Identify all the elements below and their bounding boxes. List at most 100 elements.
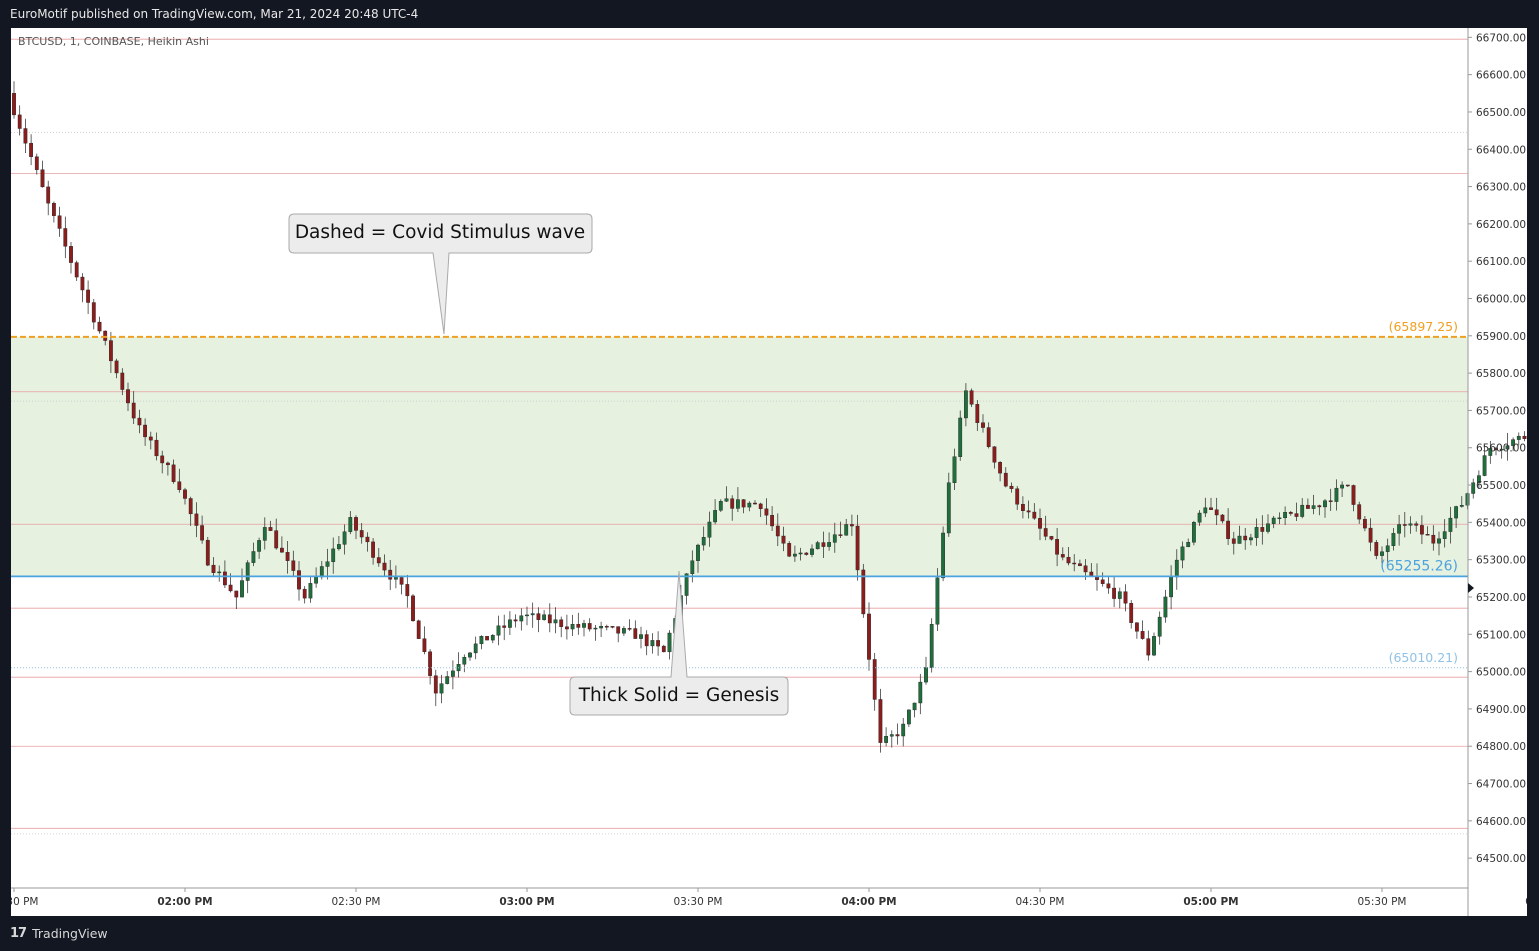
candle (1340, 481, 1345, 497)
candle (1021, 496, 1025, 519)
candle (502, 614, 507, 641)
footer-brand[interactable]: TradingView (32, 926, 108, 941)
candle (445, 671, 450, 685)
candle (416, 619, 421, 639)
candle (964, 383, 968, 427)
candle (200, 515, 204, 544)
candle (285, 540, 290, 574)
candle (832, 522, 837, 553)
candle (1214, 497, 1219, 526)
candle (354, 515, 358, 540)
candle (553, 607, 558, 634)
candle (490, 634, 495, 644)
candle (530, 602, 535, 628)
candle (120, 368, 125, 396)
candle (479, 635, 484, 650)
candle (1106, 576, 1111, 594)
candle (536, 607, 541, 633)
candle (211, 557, 216, 576)
candle (798, 547, 803, 561)
time-tick-label: 04:30 PM (1016, 896, 1065, 908)
price-tick-label: 64900.00 (1476, 704, 1526, 716)
candle (468, 651, 472, 661)
candle (787, 541, 792, 558)
time-tick-label: 01:30 PM (11, 896, 39, 908)
candle (485, 636, 489, 641)
candle (1408, 516, 1413, 534)
annotation-covid-wave: Dashed = Covid Stimulus wave (288, 213, 593, 335)
candle (52, 201, 56, 223)
candle (1134, 622, 1139, 639)
price-tick-label: 65700.00 (1476, 405, 1526, 417)
candle (365, 532, 370, 552)
candle (622, 626, 626, 636)
candle (451, 660, 455, 690)
footer: 17 TradingView (0, 916, 1539, 951)
candle (547, 603, 552, 633)
candle (1112, 576, 1117, 608)
candle (422, 626, 427, 655)
price-tick-label: 66100.00 (1476, 256, 1526, 268)
candle (1380, 546, 1384, 564)
chart-title: BTCUSD, 1, COINBASE, Heikin Ashi (18, 35, 209, 48)
price-tick-label: 65800.00 (1476, 368, 1526, 380)
candle (1055, 528, 1060, 567)
candle (108, 331, 113, 373)
candle (262, 517, 267, 550)
time-tick-label: 03:30 PM (674, 896, 723, 908)
candle (1203, 497, 1208, 518)
price-tick-label: 65900.00 (1476, 331, 1526, 343)
candle (827, 532, 832, 551)
candle (1260, 515, 1265, 545)
candle (644, 630, 649, 656)
candle (1032, 503, 1037, 520)
candle (268, 520, 273, 532)
price-tick-label: 66700.00 (1476, 32, 1526, 44)
candle (758, 502, 763, 518)
candle (1243, 527, 1248, 550)
candle (844, 518, 849, 536)
candle (251, 542, 256, 567)
level-label: (65897.25) (1389, 319, 1458, 334)
price-chart[interactable]: (65897.25)(65255.26)(65010.21) 66700.006… (11, 28, 1527, 916)
candle (713, 499, 718, 525)
candle (633, 620, 638, 639)
time-axis[interactable]: 01:30 PM 02:00 PM 02:30 PM 03:00 PM 03:30 PM… (11, 888, 1527, 908)
candle (1123, 584, 1128, 612)
range-zone (11, 336, 1468, 577)
candle (559, 616, 564, 638)
candle (1231, 531, 1236, 555)
candle (604, 624, 609, 631)
candle (165, 461, 170, 476)
price-tick-label: 66500.00 (1476, 107, 1526, 119)
candle (17, 105, 22, 136)
candle (80, 273, 85, 303)
price-tick-label: 66000.00 (1476, 293, 1526, 305)
candle (736, 487, 740, 513)
candle (57, 206, 62, 237)
candle (371, 537, 375, 565)
candle (661, 644, 666, 653)
candle (1266, 514, 1270, 534)
candle (1488, 440, 1493, 464)
candle (656, 631, 661, 656)
candle (855, 514, 860, 581)
candle (496, 615, 501, 646)
candle (969, 388, 974, 408)
candle (222, 560, 227, 589)
candle (610, 626, 615, 629)
candle (160, 450, 165, 474)
candle (650, 633, 655, 654)
price-axis[interactable]: 66700.00 66600.00 66500.00 66400.00 66300.00… (1468, 32, 1526, 865)
candle (1026, 500, 1031, 519)
candle (508, 611, 512, 636)
candle (1505, 433, 1510, 461)
candle (1437, 531, 1441, 556)
candle (781, 526, 786, 552)
candle (1431, 525, 1436, 551)
price-tick-label: 64500.00 (1476, 853, 1526, 865)
candle (1066, 547, 1071, 566)
candle (154, 432, 159, 461)
candle (718, 499, 723, 512)
candle (188, 496, 193, 526)
